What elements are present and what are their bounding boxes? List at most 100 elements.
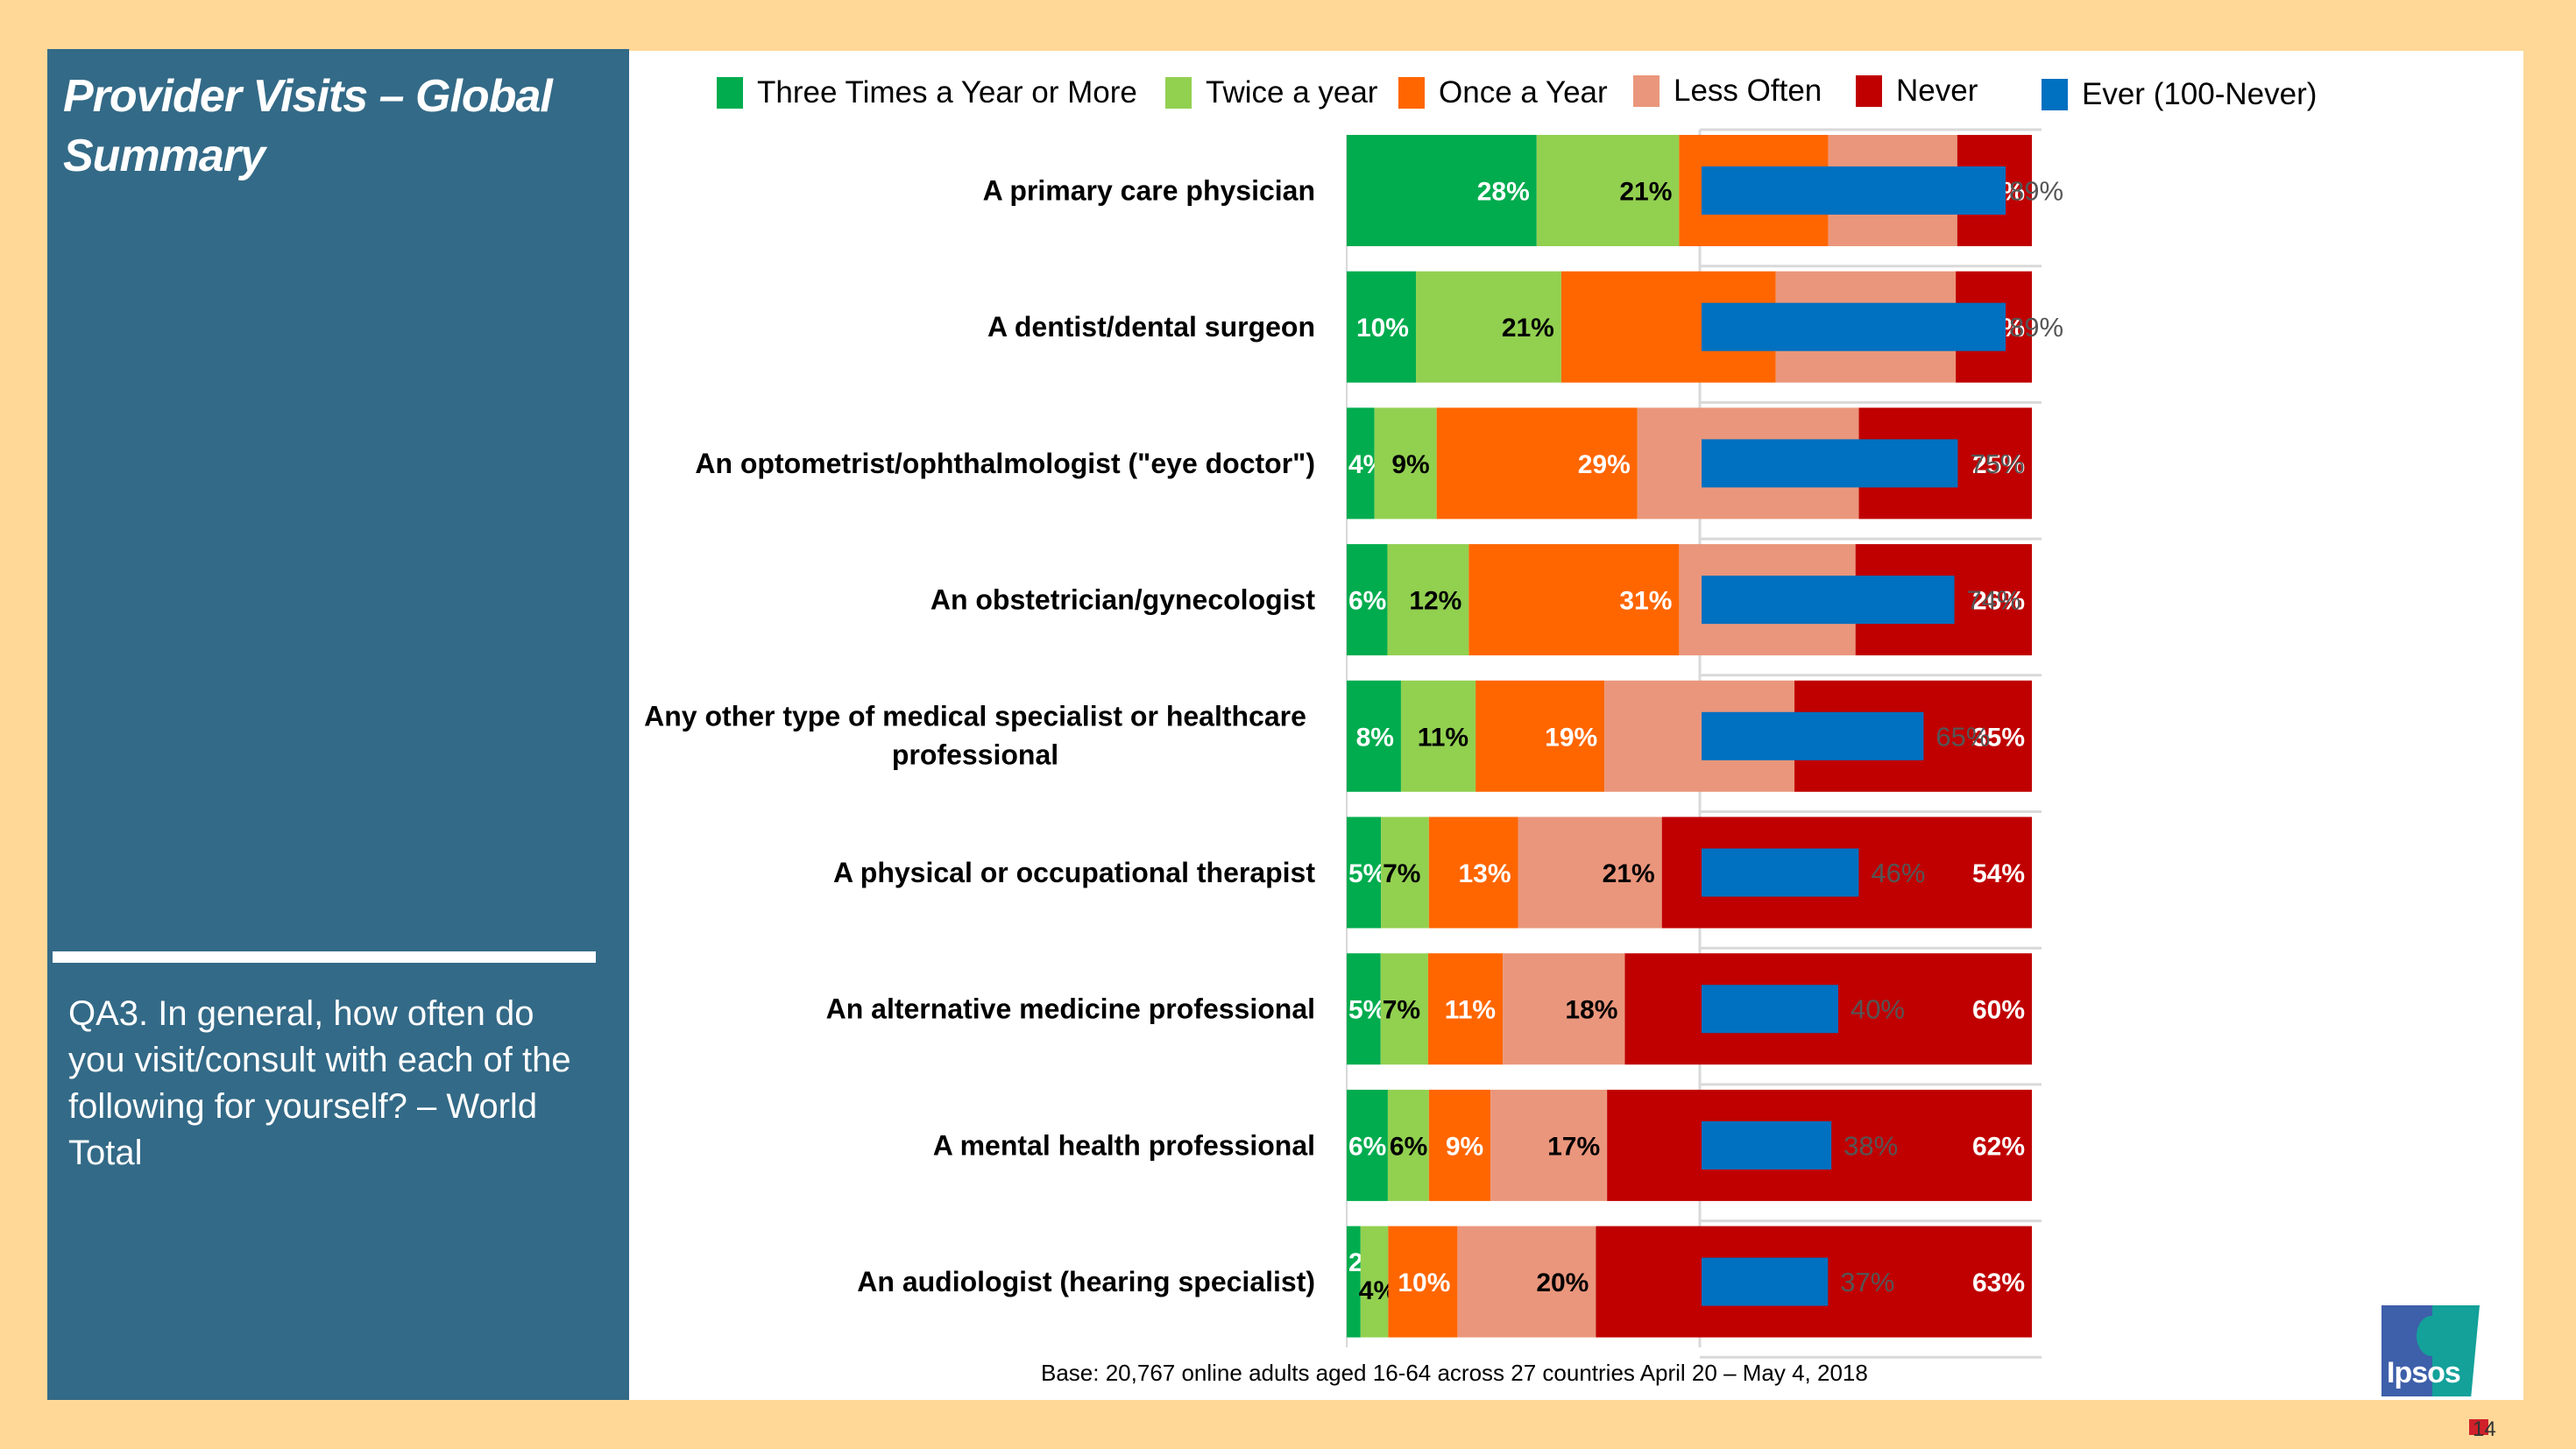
segment-value-label: 21% (1502, 314, 1554, 343)
ever-bar (1702, 1120, 1832, 1170)
bar-segment-less-often (1490, 1089, 1608, 1201)
bar-segment-three-times (1347, 407, 1375, 520)
ever-bar (1702, 848, 1859, 897)
segment-value-label: 63% (1972, 1269, 2025, 1297)
segment-value-label: 5% (1348, 996, 1386, 1025)
segment-value-label: 29% (1578, 450, 1631, 479)
bar-segment-three-times (1347, 1089, 1388, 1201)
legend-item: Ever (100-Never) (2042, 68, 2317, 121)
category-label: An optometrist/ophthalmologist ("eye doc… (695, 448, 1315, 479)
legend-item: Three Times a Year or More (717, 67, 1137, 119)
bar-segment-twice (1387, 1089, 1429, 1201)
bar-segment-twice (1381, 816, 1429, 929)
segment-value-label: 6% (1348, 587, 1386, 616)
legend-swatch (2042, 79, 2068, 110)
segment-value-label: 11% (1418, 723, 1468, 752)
ever-bar (1702, 985, 1838, 1034)
ever-bar (1702, 302, 2006, 351)
category-label: A dentist/dental surgeon (987, 311, 1315, 343)
segment-value-label: 10% (1398, 1269, 1450, 1297)
legend-item: Once a Year (1398, 67, 1608, 119)
segment-value-label: 54% (1972, 859, 2025, 888)
segment-value-label: 6% (1348, 1132, 1386, 1161)
segment-value-label: 25% (1972, 450, 2025, 479)
segment-value-label: 18% (1565, 996, 1617, 1025)
bar-segment-twice (1415, 271, 1561, 383)
segment-value-label: 9% (1391, 450, 1429, 479)
ever-bar (1702, 166, 2006, 215)
ever-bar (1702, 1257, 1829, 1306)
ever-value-label: 74% (1967, 585, 2021, 616)
segment-value-label: 28% (1477, 178, 1530, 207)
legend-label: Twice a year (1206, 75, 1378, 110)
legend-swatch (1165, 77, 1192, 109)
segment-value-label: 7% (1383, 996, 1420, 1025)
ipsos-logo: Ipsos (2381, 1305, 2480, 1396)
question-text: QA3. In general, how often do you visit/… (68, 994, 571, 1172)
slide-title: Provider Visits – Global Summary (63, 71, 553, 181)
bar-segment-less-often (1503, 953, 1625, 1065)
bar-segment-twice (1360, 1226, 1389, 1338)
ever-bar (1702, 711, 1924, 760)
bar-segment-twice (1380, 953, 1428, 1065)
segment-value-label: 8% (1356, 723, 1394, 752)
segment-value-label: 5% (1348, 859, 1386, 888)
legend-label: Once a Year (1439, 75, 1608, 110)
category-label: An audiologist (hearing specialist) (857, 1266, 1315, 1297)
legend-swatch (1856, 75, 1882, 107)
ever-value-label: 38% (1844, 1130, 1898, 1161)
bar-segment-less-often (1457, 1226, 1596, 1338)
bar-segment-once (1388, 1226, 1458, 1338)
segment-value-label: 31% (1619, 587, 1672, 616)
ever-value-label: 40% (1851, 994, 1905, 1025)
segment-value-label: 6% (1390, 1132, 1427, 1161)
left-panel: Provider Visits – Global Summary QA3. In… (47, 49, 629, 1400)
ever-value-label: 65% (1936, 721, 1990, 752)
legend-label: Ever (100-Never) (2082, 77, 2318, 111)
segment-value-label: 35% (1972, 723, 2025, 752)
chart-area: A primary care physician28%21%22%19%11%8… (629, 51, 2523, 1400)
bar-segment-once (1468, 544, 1680, 656)
bar-segment-twice (1374, 407, 1437, 520)
category-label: Any other type of medical specialist or … (644, 700, 1306, 770)
ever-value-label: 89% (2009, 176, 2063, 207)
base-note: Base: 20,767 online adults aged 16-64 ac… (1041, 1360, 1868, 1386)
ever-bar (1702, 576, 1955, 625)
category-label: A primary care physician (983, 175, 1315, 207)
bar-segment-once (1428, 1089, 1491, 1201)
segment-value-label: 20% (1536, 1269, 1589, 1297)
bar-segment-three-times (1347, 953, 1381, 1065)
segment-value-label: 9% (1446, 1132, 1483, 1161)
bar-segment-three-times (1347, 271, 1416, 383)
bar-segment-twice (1536, 135, 1680, 246)
bar-segment-three-times (1347, 135, 1537, 246)
category-label: An alternative medicine professional (826, 993, 1315, 1025)
ever-value-label: 75% (1970, 449, 2024, 479)
panel-divider (53, 951, 596, 963)
segment-value-label: 60% (1972, 996, 2025, 1025)
bar-segment-three-times (1347, 1226, 1361, 1338)
segment-value-label: 13% (1458, 859, 1511, 888)
bar-segment-once (1476, 680, 1605, 792)
ever-value-label: 89% (2009, 312, 2063, 343)
legend-swatch (1633, 75, 1660, 107)
segment-value-label: 12% (1409, 587, 1461, 616)
category-label: A physical or occupational therapist (833, 857, 1315, 888)
legend-swatch (717, 77, 743, 109)
segment-value-label: 19% (1545, 723, 1597, 752)
head-silhouette-icon (2417, 1316, 2446, 1356)
segment-value-label: 21% (1603, 859, 1655, 888)
logo-text: Ipsos (2387, 1356, 2461, 1389)
bar-segment-three-times (1347, 816, 1382, 929)
bar-segment-twice (1387, 544, 1469, 656)
ever-value-label: 46% (1871, 858, 1925, 888)
segment-value-label: 21% (1619, 178, 1672, 207)
legend-label: Never (1896, 74, 1978, 108)
chart-svg: A primary care physician28%21%22%19%11%8… (644, 128, 2063, 1359)
segment-value-label: 11% (1445, 996, 1496, 1025)
bar-segment-twice (1400, 680, 1476, 792)
category-label: A mental health professional (933, 1129, 1315, 1161)
bar-segment-once (1428, 816, 1518, 929)
segment-value-label: 10% (1356, 314, 1409, 343)
segment-value-label: 62% (1972, 1132, 2025, 1161)
